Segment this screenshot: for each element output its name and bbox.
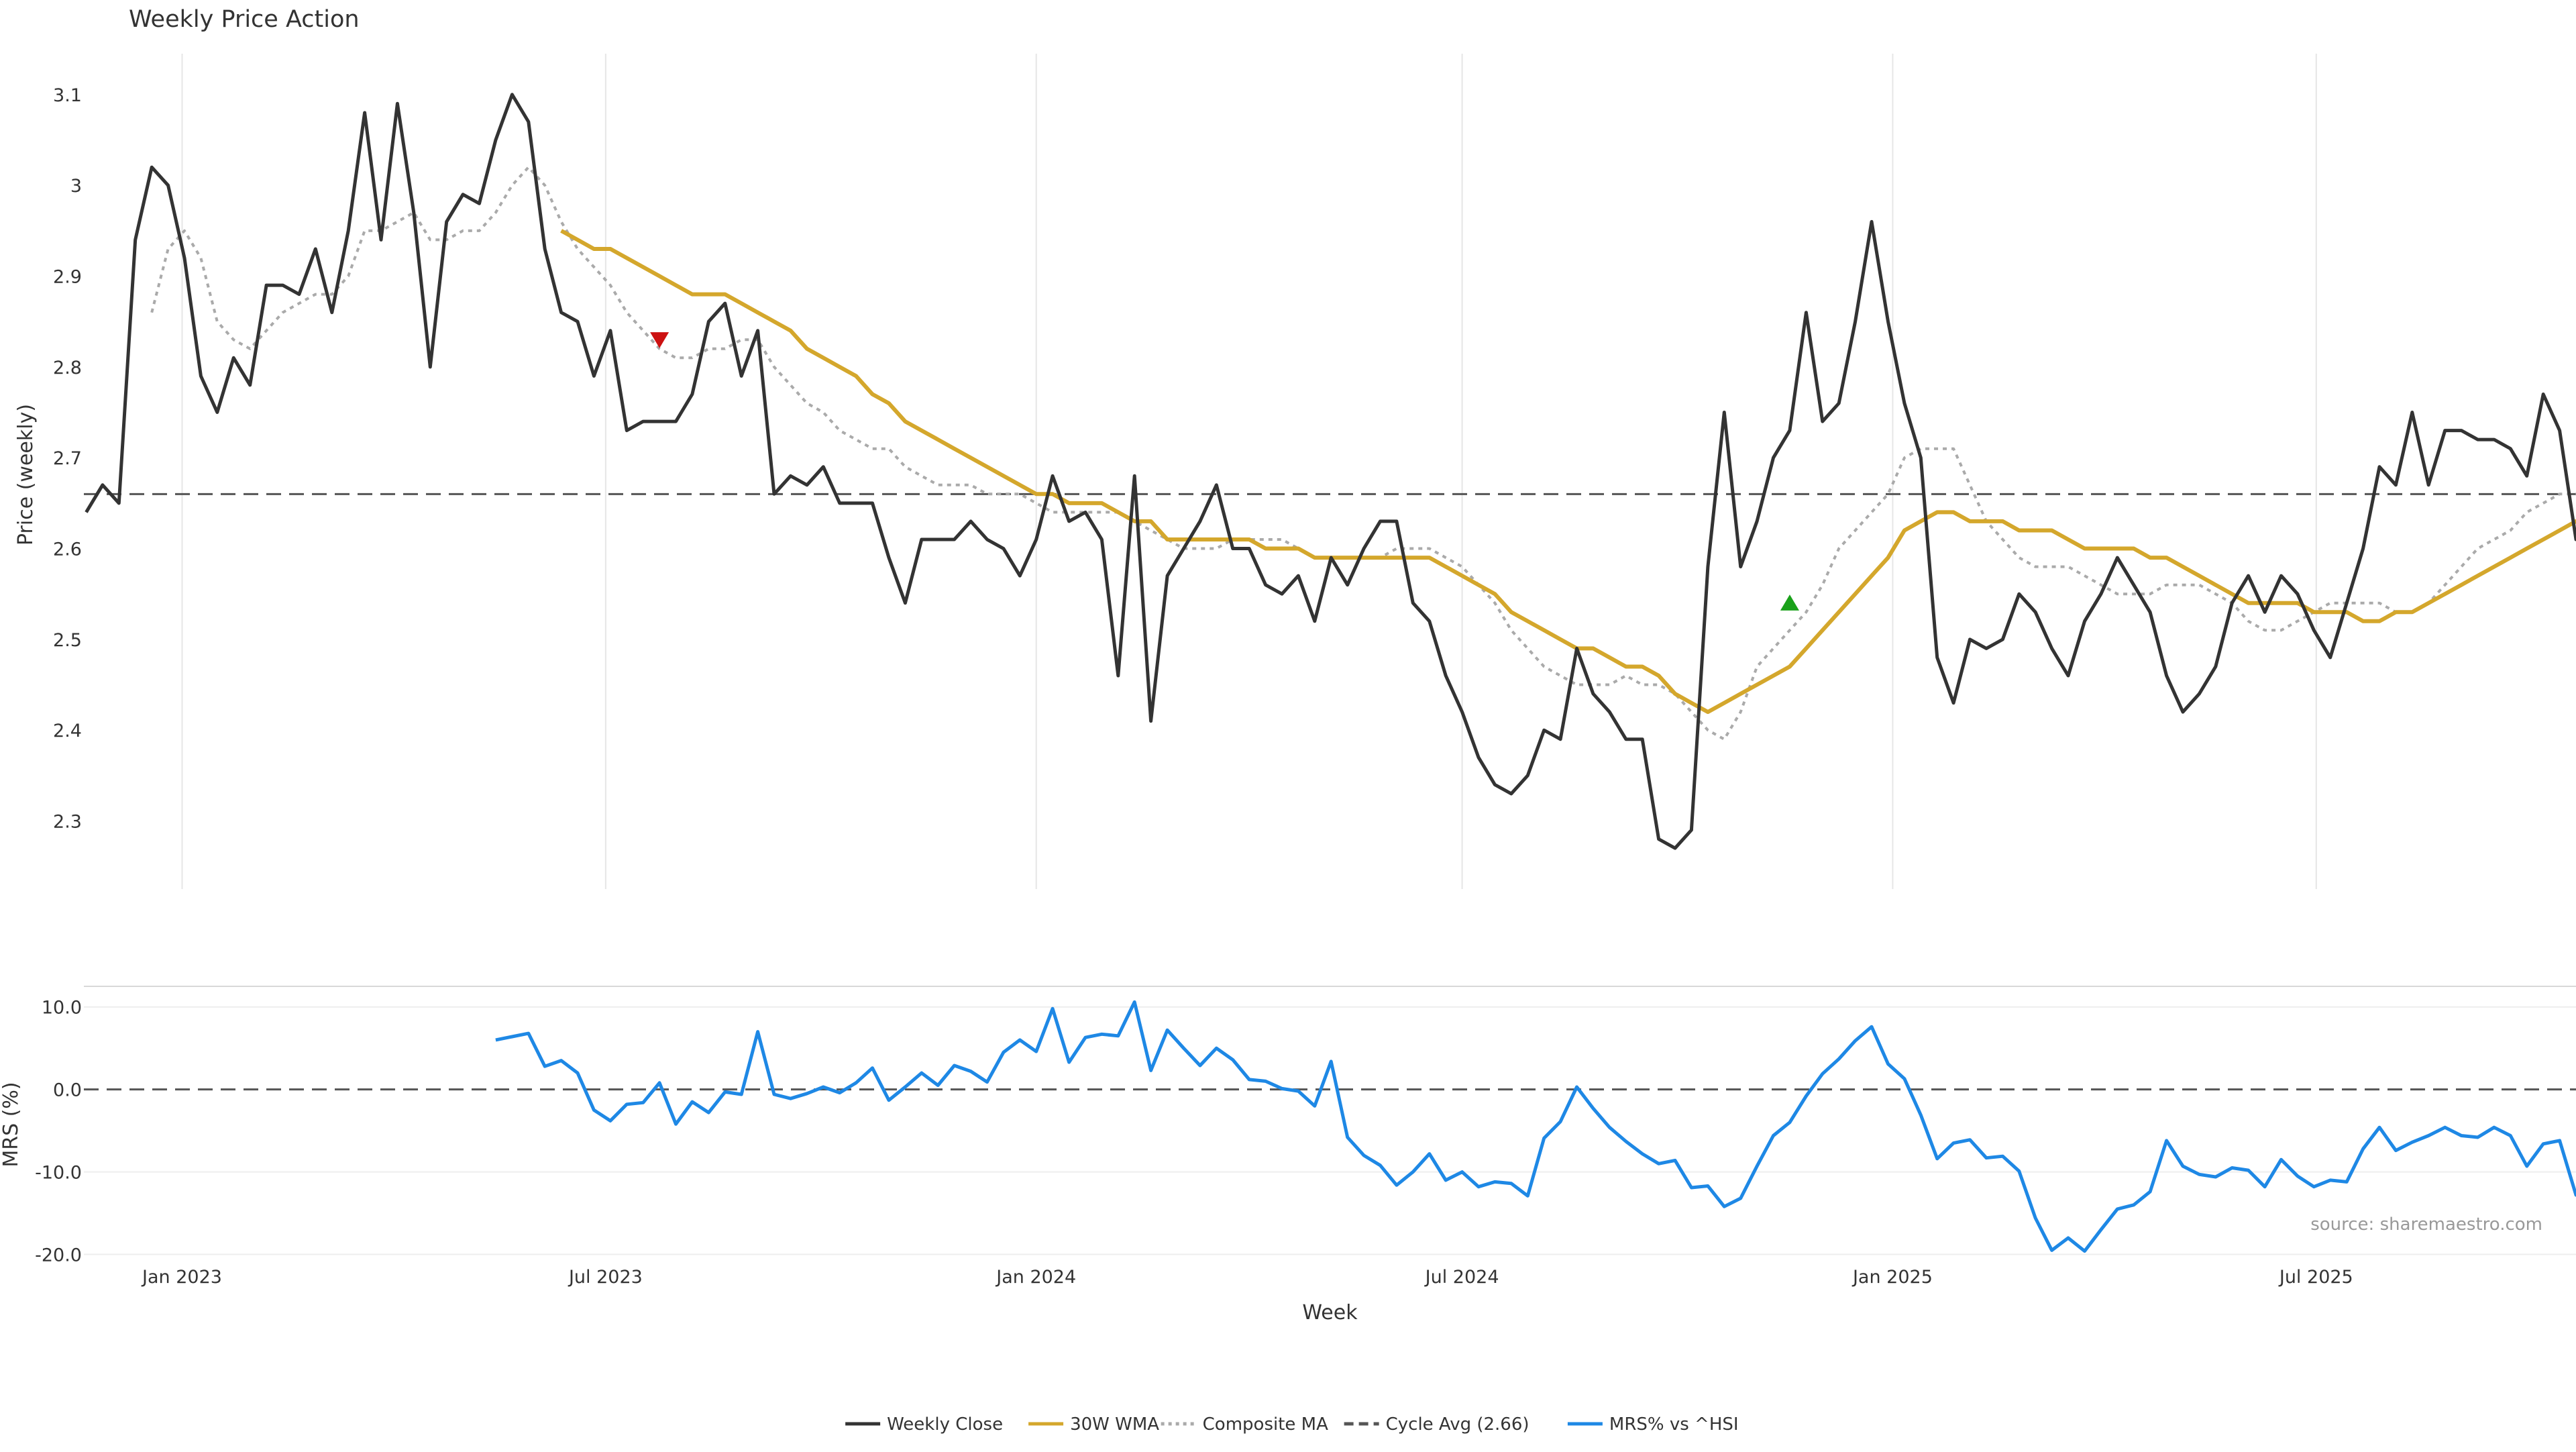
legend-label: 30W WMA (1070, 1414, 1159, 1435)
price-ytick-label: 2.6 (53, 539, 82, 560)
x-tick-label: Jan 2023 (141, 1267, 222, 1288)
chart-title: Weekly Price Action (129, 6, 360, 33)
composite-ma-line (152, 167, 2576, 739)
price-ytick-label: 3 (70, 176, 82, 197)
price-ytick-label: 2.9 (53, 267, 82, 288)
wma-30w-line (561, 231, 2576, 712)
price-y-axis-label: Price (weekly) (14, 404, 38, 546)
chart-legend: Weekly Close 30W WMA Composite MA Cycle Avg… (845, 1414, 1738, 1435)
price-ytick-label: 2.8 (53, 358, 82, 378)
mrs-panel: -20.0 -10.0 0.0 10.0 MRS (%) Jan 2023 Jul 2023… (0, 986, 2576, 1325)
mrs-ytick-label: -20.0 (35, 1245, 82, 1266)
mrs-line (496, 1002, 2576, 1251)
mrs-ytick-label: 10.0 (42, 998, 82, 1019)
legend-label: Weekly Close (887, 1414, 1003, 1435)
legend-label: MRS% vs ^HSI (1609, 1414, 1739, 1435)
weekly-close-line (87, 95, 2576, 848)
x-axis-label: Week (1302, 1301, 1358, 1325)
x-tick-label: Jul 2025 (2278, 1267, 2353, 1288)
price-ytick-label: 3.1 (53, 85, 82, 106)
x-tick-label: Jan 2025 (1851, 1267, 1933, 1288)
legend-label: Cycle Avg (2.66) (1386, 1414, 1529, 1435)
legend-label: Composite MA (1203, 1414, 1328, 1435)
mrs-ytick-label: 0.0 (53, 1080, 82, 1101)
price-panel: 2.3 2.4 2.5 2.6 2.7 2.8 2.9 3 3.1 Price (weekly) (14, 54, 2576, 889)
mrs-y-axis-label: MRS (%) (0, 1082, 23, 1167)
price-ytick-label: 2.4 (53, 721, 82, 741)
mrs-ytick-label: -10.0 (35, 1163, 82, 1184)
x-tick-label: Jul 2023 (568, 1267, 643, 1288)
price-ytick-label: 2.3 (53, 812, 82, 833)
source-note: source: sharemaestro.com (2310, 1214, 2542, 1235)
price-ytick-label: 2.7 (53, 448, 82, 469)
x-tick-label: Jan 2024 (995, 1267, 1076, 1288)
price-ytick-label: 2.5 (53, 630, 82, 651)
buy-signal-marker (1780, 594, 1799, 611)
x-tick-label: Jul 2024 (1424, 1267, 1499, 1288)
